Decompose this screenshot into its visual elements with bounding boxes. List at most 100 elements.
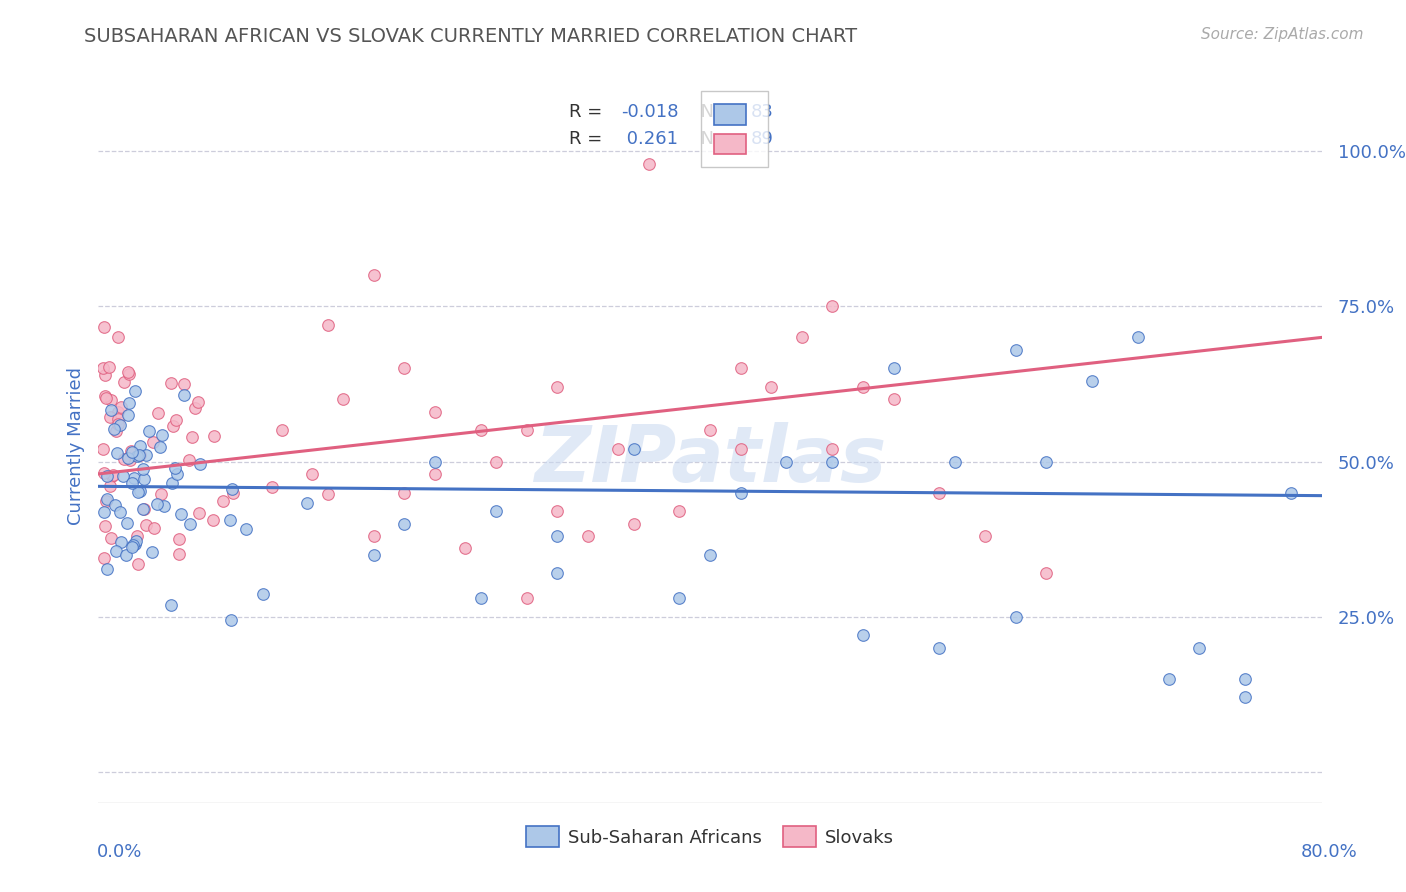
- Point: [173, 376, 195, 391]
- Point: [221, 486, 243, 500]
- Point: [100, 403, 122, 417]
- Text: R =: R =: [569, 130, 609, 148]
- Text: 83: 83: [751, 103, 773, 121]
- Text: N =: N =: [689, 130, 741, 148]
- Point: [100, 468, 122, 483]
- Point: [170, 507, 193, 521]
- Point: [454, 541, 477, 556]
- Text: ZIPatlas: ZIPatlas: [534, 422, 886, 499]
- Point: [576, 529, 599, 543]
- Point: [131, 502, 153, 516]
- Point: [623, 442, 645, 456]
- Point: [186, 394, 208, 409]
- Point: [117, 516, 139, 530]
- Point: [132, 502, 155, 516]
- Point: [93, 442, 115, 456]
- Point: [211, 494, 233, 508]
- Point: [121, 538, 143, 552]
- Point: [190, 457, 212, 471]
- Point: [129, 439, 152, 453]
- Point: [188, 506, 211, 520]
- Point: [141, 545, 163, 559]
- Point: [117, 408, 139, 422]
- Legend: Sub-Saharan Africans, Slovaks: Sub-Saharan Africans, Slovaks: [519, 819, 901, 855]
- Point: [149, 440, 172, 454]
- Point: [124, 384, 146, 399]
- Point: [470, 591, 492, 605]
- Point: [485, 504, 508, 518]
- Point: [93, 518, 115, 533]
- Point: [104, 424, 127, 438]
- Point: [821, 299, 844, 313]
- Point: [181, 430, 204, 444]
- Point: [97, 360, 120, 375]
- Point: [852, 380, 875, 394]
- Point: [1004, 343, 1026, 357]
- Point: [129, 484, 152, 499]
- Point: [423, 405, 446, 419]
- Point: [1157, 672, 1180, 686]
- Y-axis label: Currently Married: Currently Married: [66, 367, 84, 525]
- Point: [699, 424, 721, 438]
- Point: [821, 442, 844, 456]
- Point: [262, 480, 284, 494]
- Point: [127, 485, 149, 500]
- Point: [485, 454, 508, 468]
- Point: [107, 417, 129, 432]
- Point: [883, 392, 905, 407]
- Point: [112, 469, 135, 483]
- Text: -0.018: -0.018: [620, 103, 678, 121]
- Point: [159, 376, 181, 391]
- Point: [150, 427, 173, 442]
- Point: [790, 330, 813, 344]
- Point: [120, 444, 142, 458]
- Point: [1004, 609, 1026, 624]
- Point: [96, 468, 118, 483]
- Point: [730, 361, 752, 376]
- Point: [730, 442, 752, 456]
- Point: [146, 406, 169, 420]
- Point: [121, 476, 143, 491]
- Point: [117, 365, 139, 379]
- Point: [110, 535, 132, 549]
- Point: [184, 401, 207, 416]
- Text: N =: N =: [689, 103, 741, 121]
- Point: [167, 533, 190, 547]
- Point: [297, 496, 319, 510]
- Text: Source: ZipAtlas.com: Source: ZipAtlas.com: [1201, 27, 1364, 42]
- Point: [928, 640, 950, 655]
- Point: [138, 424, 160, 438]
- Point: [124, 537, 146, 551]
- Point: [546, 566, 568, 581]
- Point: [110, 505, 132, 519]
- Point: [142, 435, 165, 450]
- Point: [117, 367, 139, 381]
- Point: [1188, 640, 1211, 655]
- Point: [1035, 454, 1057, 468]
- Point: [516, 591, 538, 605]
- Point: [363, 268, 385, 283]
- Point: [104, 543, 127, 558]
- Point: [160, 598, 183, 612]
- Point: [96, 562, 118, 576]
- Point: [100, 531, 122, 545]
- Text: SUBSAHARAN AFRICAN VS SLOVAK CURRENTLY MARRIED CORRELATION CHART: SUBSAHARAN AFRICAN VS SLOVAK CURRENTLY M…: [84, 27, 858, 45]
- Point: [118, 396, 141, 410]
- Point: [1128, 330, 1150, 344]
- Point: [165, 460, 187, 475]
- Text: 89: 89: [751, 130, 773, 148]
- Point: [423, 454, 446, 468]
- Point: [118, 453, 141, 467]
- Point: [94, 493, 117, 508]
- Point: [112, 375, 135, 389]
- Point: [363, 548, 385, 562]
- Point: [423, 467, 446, 481]
- Point: [637, 156, 661, 170]
- Point: [166, 467, 188, 481]
- Point: [179, 517, 201, 532]
- Point: [112, 451, 135, 466]
- Point: [101, 467, 124, 482]
- Point: [165, 413, 187, 427]
- Point: [108, 418, 131, 433]
- Point: [100, 410, 122, 425]
